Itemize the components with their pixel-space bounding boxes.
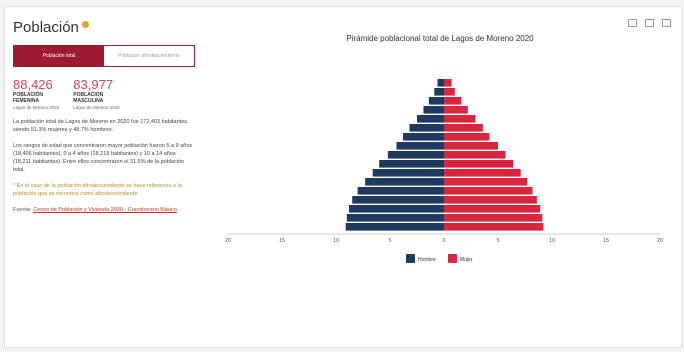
stat-female-sub: Lagos de Moreno 2020 <box>13 105 60 110</box>
population-pyramid-chart: 20 15 10 5 0 5 10 15 20 Hombre Mujer <box>225 79 663 263</box>
stat-female-value: 88,426 <box>13 77 53 92</box>
legend-female-swatch[interactable] <box>448 254 457 263</box>
bar-male[interactable] <box>428 97 444 105</box>
source-line: Fuente: Censo de Población y Vivienda 20… <box>13 206 195 214</box>
age-range-paragraph: Los rangos de edad que concentraron mayo… <box>13 143 193 173</box>
bar-female[interactable] <box>444 178 528 186</box>
bar-female[interactable] <box>444 97 462 105</box>
bar-female[interactable] <box>444 133 490 141</box>
panel-title-text: Población <box>13 19 79 36</box>
bar-male[interactable] <box>437 79 444 87</box>
bar-female[interactable] <box>444 223 544 231</box>
bar-male[interactable] <box>352 196 444 204</box>
tab-poblacion-afrodescendiente[interactable]: Población afrodescendiente <box>104 46 194 66</box>
legend-male-label: Hombre <box>418 257 436 263</box>
info-icon[interactable] <box>81 21 89 28</box>
info-panel: Población Población total Población afro… <box>13 19 195 214</box>
bar-male[interactable] <box>345 223 444 231</box>
bar-male[interactable] <box>387 151 444 159</box>
panel-title: Población <box>13 19 195 36</box>
stat-male: 83,977 POBLACIÓN MASCULINA Lagos de More… <box>73 77 119 110</box>
bar-female[interactable] <box>444 205 541 213</box>
chart-toolbar <box>628 19 671 27</box>
population-card: Población Población total Población afro… <box>4 6 682 348</box>
afro-note: * En el caso de la población afrodescend… <box>13 183 182 197</box>
bar-male[interactable] <box>365 178 444 186</box>
bar-female[interactable] <box>444 88 455 96</box>
bar-female[interactable] <box>444 214 543 222</box>
stat-female-label: POBLACIÓN FEMENINA <box>13 92 43 104</box>
x-tick-label: 5 <box>388 238 391 244</box>
stat-male-label: POBLACIÓN MASCULINA <box>73 92 104 104</box>
share-icon[interactable] <box>662 19 671 27</box>
x-tick-label: 15 <box>603 238 609 244</box>
bar-female[interactable] <box>444 169 521 177</box>
bar-male[interactable] <box>357 187 444 195</box>
bar-female[interactable] <box>444 124 483 132</box>
x-tick-label: 5 <box>496 238 499 244</box>
bar-female[interactable] <box>444 79 452 87</box>
source-link[interactable]: Censo de Población y Vivienda 2020 - Cue… <box>33 207 177 213</box>
bar-female[interactable] <box>444 106 468 114</box>
bar-male[interactable] <box>417 115 444 123</box>
chart-title: Pirámide poblacional total de Lagos de M… <box>346 34 534 43</box>
population-stats: 88,426 POBLACIÓN FEMENINA Lagos de Moren… <box>13 77 195 110</box>
bar-male[interactable] <box>434 88 444 96</box>
bar-female[interactable] <box>444 187 533 195</box>
bar-male[interactable] <box>409 124 444 132</box>
bar-male[interactable] <box>346 214 444 222</box>
bar-male[interactable] <box>372 169 444 177</box>
population-tabs: Población total Población afrodescendien… <box>13 45 195 67</box>
bar-male[interactable] <box>423 106 444 114</box>
x-tick-label: 0 <box>442 238 445 244</box>
bar-male[interactable] <box>402 133 444 141</box>
stat-male-sub: Lagos de Moreno 2020 <box>73 105 120 110</box>
bar-female[interactable] <box>444 196 537 204</box>
tab-poblacion-total[interactable]: Población total <box>14 46 104 66</box>
source-prefix: Fuente: <box>13 207 32 213</box>
table-icon[interactable] <box>628 19 637 27</box>
x-tick-label: 15 <box>279 238 285 244</box>
bar-female[interactable] <box>444 142 498 150</box>
x-tick-label: 10 <box>333 238 339 244</box>
bar-male[interactable] <box>396 142 444 150</box>
save-icon[interactable] <box>645 19 654 27</box>
summary-paragraph: La población total de Lagos de Moreno en… <box>13 119 189 133</box>
legend-male-swatch[interactable] <box>406 254 415 263</box>
legend-female-label: Mujer <box>460 257 473 263</box>
bar-male[interactable] <box>379 160 444 168</box>
x-tick-label: 10 <box>549 238 555 244</box>
x-tick-label: 20 <box>225 238 231 244</box>
bar-male[interactable] <box>348 205 444 213</box>
bar-female[interactable] <box>444 115 476 123</box>
x-tick-label: 20 <box>657 238 663 244</box>
bar-female[interactable] <box>444 160 514 168</box>
stat-female: 88,426 POBLACIÓN FEMENINA Lagos de Moren… <box>13 77 59 110</box>
bar-female[interactable] <box>444 151 506 159</box>
stat-male-value: 83,977 <box>73 77 114 92</box>
